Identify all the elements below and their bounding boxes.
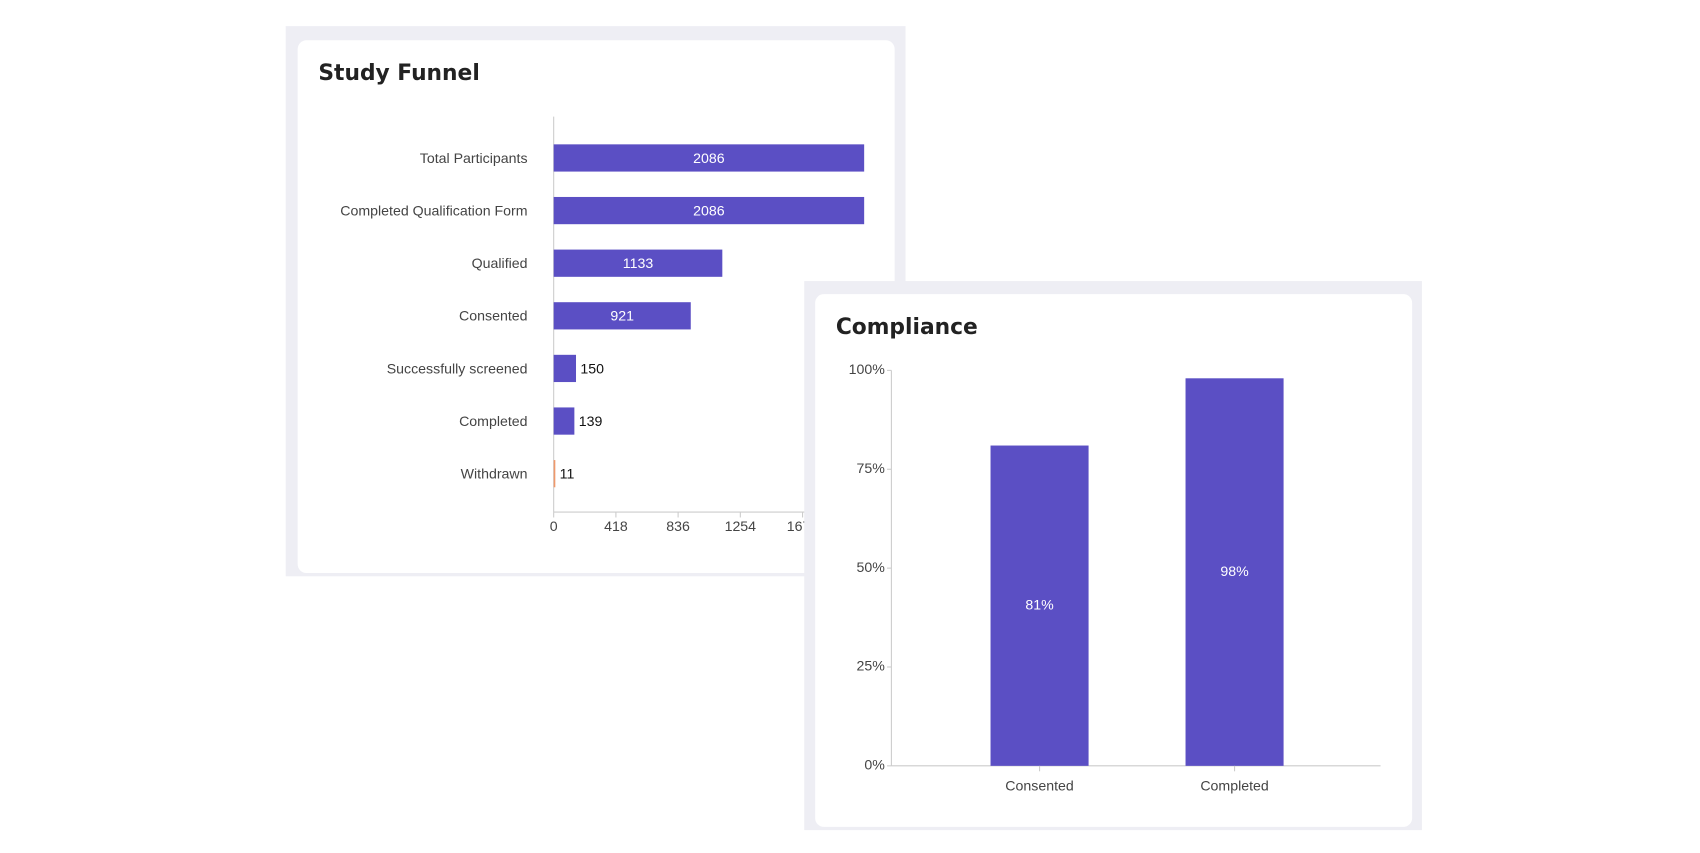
value-label: 1133 [623, 256, 654, 272]
x-tick-label: 836 [666, 519, 690, 535]
card-body [815, 294, 1413, 827]
value-label: 11 [560, 466, 575, 482]
value-label: 921 [610, 309, 634, 325]
category-label: Withdrawn [461, 466, 528, 482]
x-tick-label: 1254 [725, 519, 757, 535]
chart-title: Compliance [836, 315, 978, 340]
bar [553, 249, 723, 277]
value-label: 150 [580, 361, 604, 377]
value-label: 98% [1220, 564, 1249, 580]
y-tick-label: 75% [857, 461, 886, 477]
value-label: 81% [1025, 597, 1054, 613]
y-tick-label: 0% [864, 758, 885, 774]
bar [553, 302, 691, 330]
bar [1185, 378, 1284, 766]
compliance-card: Compliance 0% 25% 50% 75% 100% Consented 81% Co… [804, 281, 1422, 831]
bar [553, 460, 556, 488]
x-tick-label: 418 [604, 519, 628, 535]
bar [553, 407, 575, 435]
category-label: Successfully screened [387, 361, 528, 377]
value-label: 2086 [693, 151, 725, 167]
category-label: Qualified [472, 256, 528, 272]
y-tick-label: 50% [857, 560, 886, 576]
bar [553, 144, 865, 172]
bar [990, 445, 1089, 766]
y-tick-label: 25% [857, 659, 886, 675]
value-label: 139 [579, 414, 603, 430]
bar [553, 354, 577, 383]
x-tick-label: Consented [1005, 778, 1073, 794]
category-label: Total Participants [420, 151, 528, 167]
bar [553, 196, 865, 225]
category-label: Consented [459, 309, 527, 325]
x-tick-label: Completed [1200, 778, 1268, 794]
category-label: Completed [459, 414, 527, 430]
category-label: Completed Qualification Form [340, 203, 527, 219]
x-tick-label: 0 [550, 519, 558, 535]
chart-title: Study Funnel [318, 61, 479, 86]
y-tick-label: 100% [849, 362, 886, 378]
value-label: 2086 [693, 203, 725, 219]
